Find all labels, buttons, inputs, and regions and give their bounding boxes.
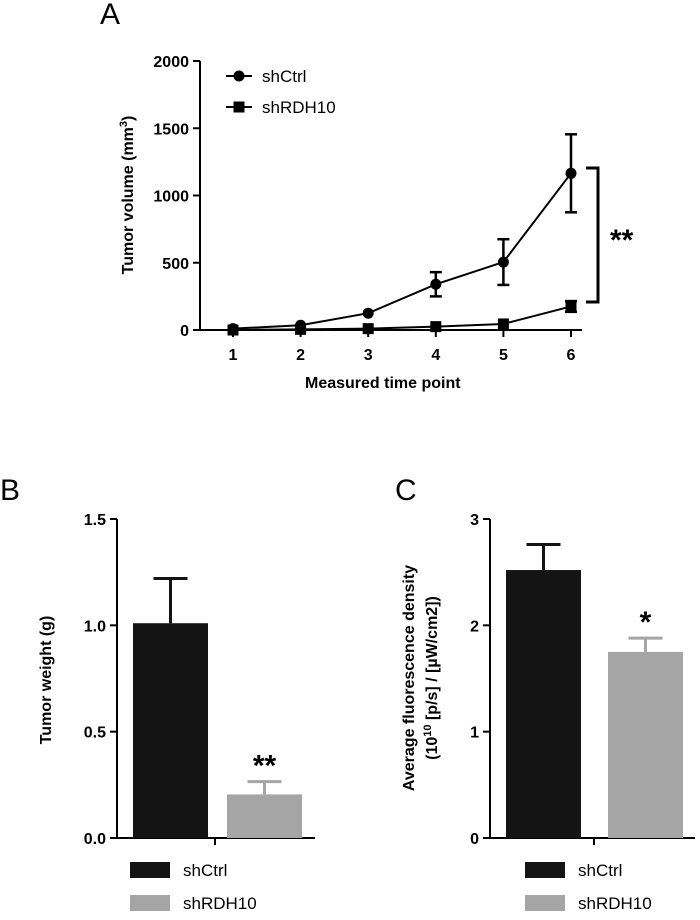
panel-a-legend: shCtrl shRDH10 bbox=[226, 67, 336, 117]
series-shrdh10-point bbox=[565, 300, 577, 312]
panel-a-y-tick-label: 1000 bbox=[153, 189, 189, 206]
series-shctrl-line bbox=[232, 172, 572, 330]
panel-a-y-axis-title: Tumor volume (mm3) bbox=[118, 116, 137, 275]
series-shctrl-point bbox=[362, 307, 374, 319]
panel-a-y-tick-label: 2000 bbox=[153, 54, 189, 71]
legend-b-shctrl-label: shCtrl bbox=[183, 861, 227, 880]
series-shctrl-point bbox=[565, 167, 577, 179]
panel-c-legend: shCtrl shRDH10 bbox=[525, 861, 652, 913]
series-shrdh10-line bbox=[232, 305, 572, 331]
panel-b-y-axis-title: Tumor weight (g) bbox=[38, 616, 55, 745]
panel-b-legend: shCtrl shRDH10 bbox=[130, 861, 257, 913]
panel-c-y-tick-label: 1 bbox=[470, 725, 479, 742]
panel-a-x-tick-label: 1 bbox=[229, 347, 238, 364]
legend-shrdh10-label: shRDH10 bbox=[262, 98, 336, 117]
series-shrdh10-point bbox=[295, 323, 307, 335]
panel-a-y-tick-label: 0 bbox=[180, 323, 189, 340]
panel-c-bar-shctrl bbox=[506, 570, 581, 838]
series-shrdh10-point bbox=[430, 321, 442, 333]
panel-c-y-axis-title-line1: Average fluorescence density bbox=[401, 565, 418, 791]
series-shrdh10-point bbox=[362, 323, 374, 335]
panel-c: C 0 1 2 3 * Average fluorescence density (1… bbox=[395, 474, 695, 913]
legend-shctrl-marker bbox=[233, 70, 245, 82]
panel-a-x-tick-label: 4 bbox=[431, 347, 440, 364]
series-shctrl-point bbox=[430, 278, 442, 290]
panel-a-significance-label: ** bbox=[610, 224, 634, 257]
legend-b-shctrl-swatch bbox=[130, 862, 170, 878]
panel-b-bar-shctrl bbox=[133, 623, 208, 838]
panel-b-shrdh10-significance: ** bbox=[253, 750, 277, 783]
panel-a-x-tick-label: 2 bbox=[296, 347, 305, 364]
panel-c-y-axis-title-line2: (1010 [p/s] / [µW/cm2]) bbox=[422, 596, 441, 760]
legend-c-shctrl-swatch bbox=[525, 862, 565, 878]
panel-b-y-tick-label: 1.5 bbox=[84, 512, 106, 529]
panel-c-shrdh10-significance: * bbox=[640, 606, 652, 639]
panel-b-bar-shrdh10 bbox=[227, 794, 302, 838]
panel-a-letter: A bbox=[100, 0, 120, 31]
panel-c-y-tick-label: 3 bbox=[470, 512, 479, 529]
panel-a-x-tick-label: 5 bbox=[499, 347, 508, 364]
legend-c-shctrl-label: shCtrl bbox=[578, 861, 622, 880]
panel-a-x-axis-title: Measured time point bbox=[305, 375, 461, 392]
panel-c-y-tick-label: 2 bbox=[470, 618, 479, 635]
panel-a-y-tick-label: 1500 bbox=[153, 121, 189, 138]
legend-c-shrdh10-swatch bbox=[525, 895, 565, 911]
panel-b: B 0.0 0.5 1.0 1.5 ** Tumor weight (g) shCtr… bbox=[0, 474, 315, 913]
panel-a-x-tick-label: 6 bbox=[567, 347, 576, 364]
legend-shctrl-label: shCtrl bbox=[262, 67, 306, 86]
panel-b-y-tick-label: 0.0 bbox=[84, 831, 106, 848]
legend-b-shrdh10-swatch bbox=[130, 895, 170, 911]
series-shrdh10-point bbox=[227, 324, 239, 336]
legend-b-shrdh10-label: shRDH10 bbox=[183, 894, 257, 913]
series-shctrl-point bbox=[497, 256, 509, 268]
panel-a-significance-bracket bbox=[586, 166, 600, 304]
panel-c-y-tick-label: 0 bbox=[470, 831, 479, 848]
panel-b-letter: B bbox=[0, 474, 20, 507]
series-shrdh10-point bbox=[497, 318, 509, 330]
panel-b-y-tick-label: 0.5 bbox=[84, 725, 106, 742]
panel-c-bar-shrdh10 bbox=[608, 651, 683, 838]
panel-b-y-tick-label: 1.0 bbox=[84, 618, 106, 635]
legend-c-shrdh10-label: shRDH10 bbox=[578, 894, 652, 913]
panel-a-y-tick-label: 500 bbox=[162, 256, 189, 273]
panel-c-letter: C bbox=[395, 474, 417, 507]
legend-shrdh10-marker bbox=[233, 101, 245, 113]
panel-a: A 0 500 1000 1500 2000 1 2 3 4 5 6 Measured time … bbox=[100, 0, 634, 392]
panel-a-x-tick-label: 3 bbox=[364, 347, 373, 364]
